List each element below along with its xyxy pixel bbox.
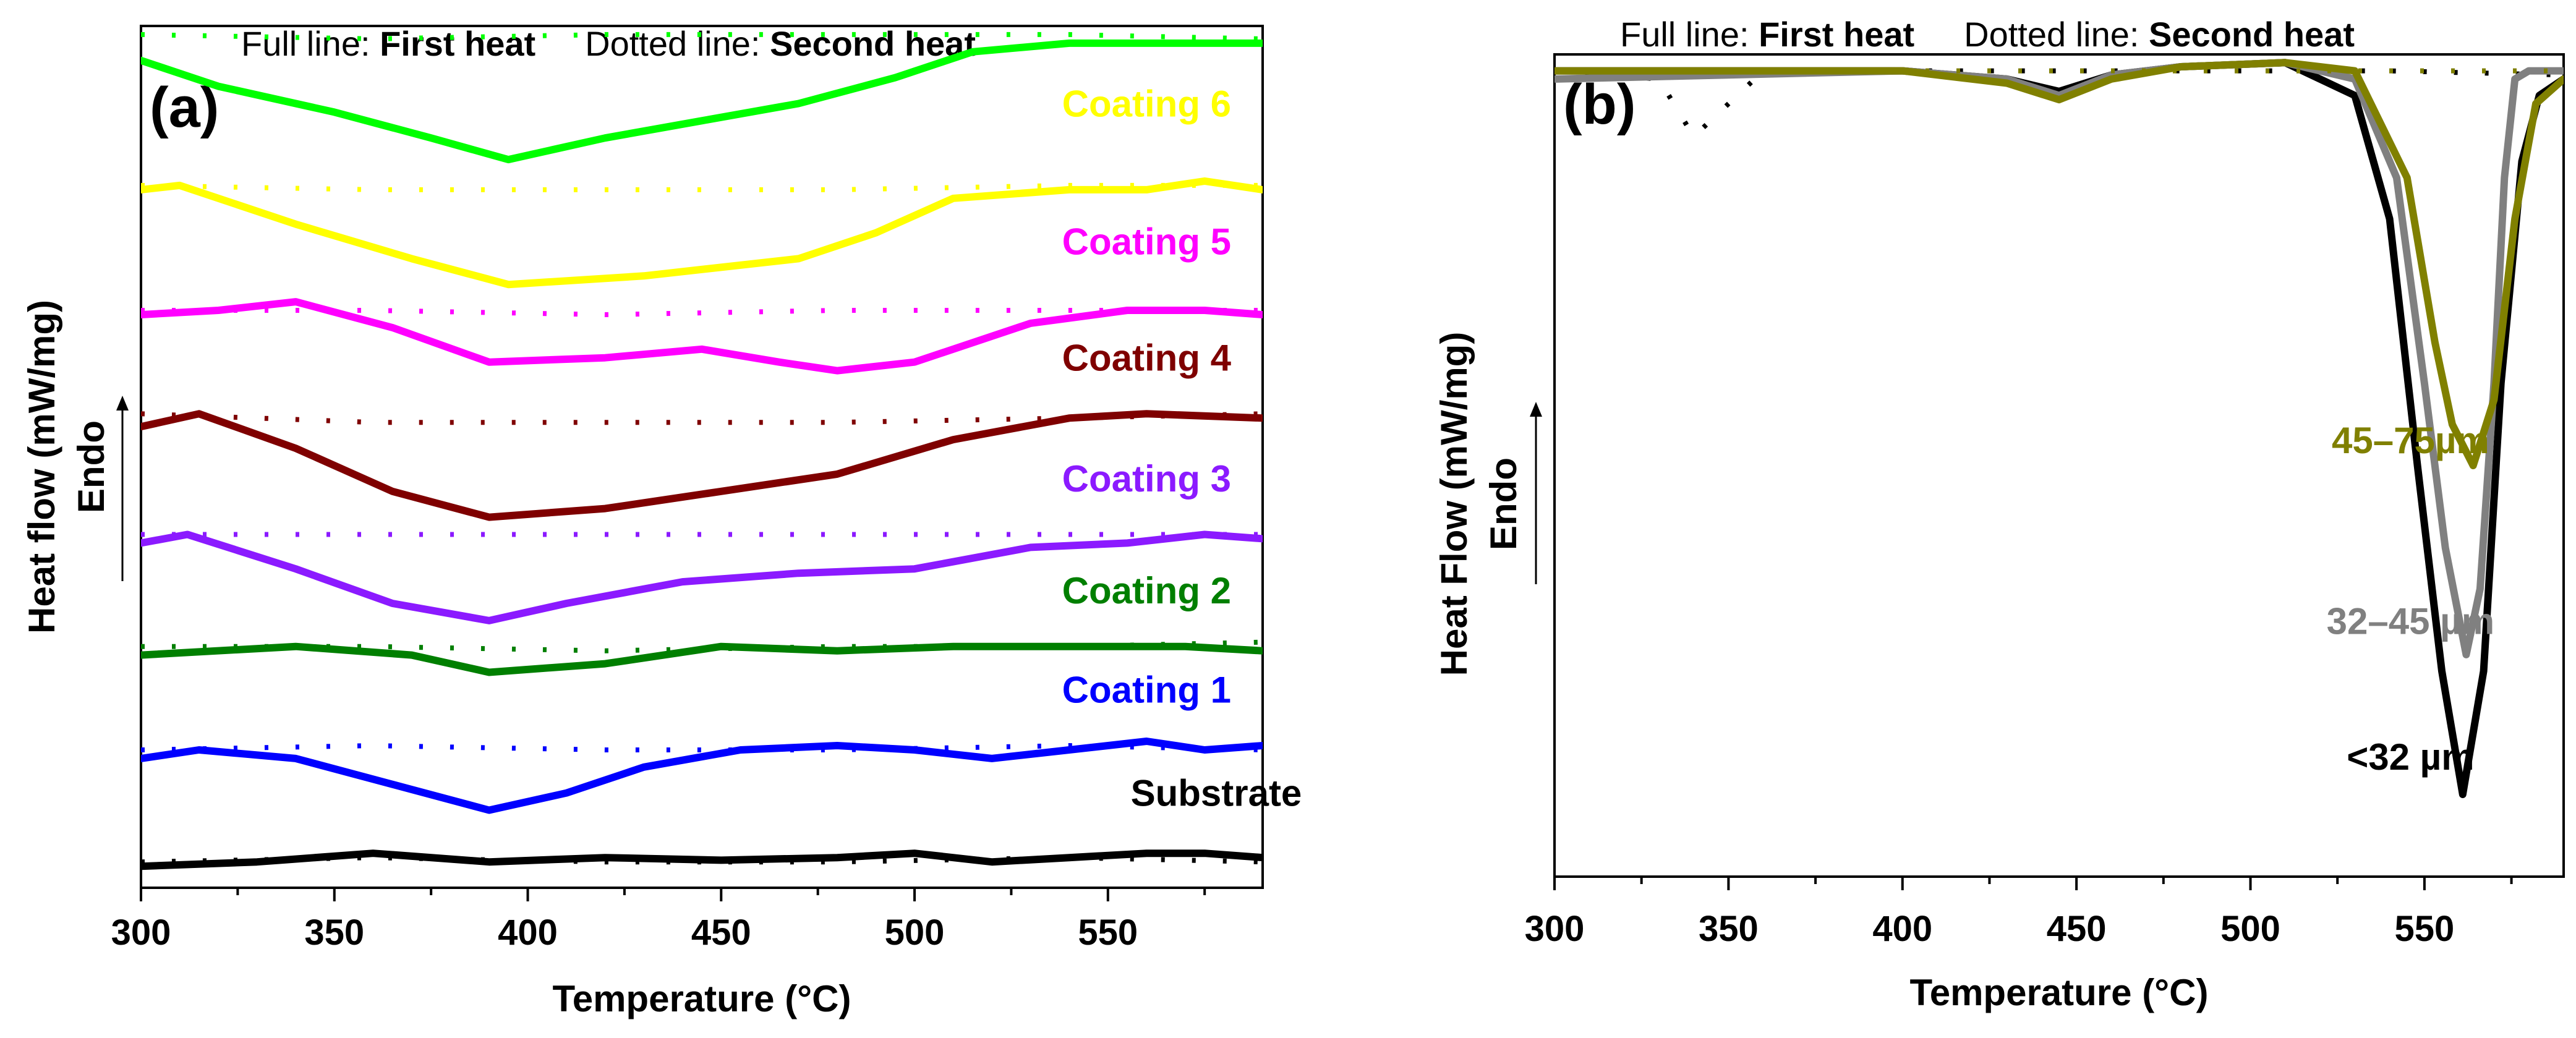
plot-frame — [1553, 53, 2565, 878]
series-first-heat-line — [141, 177, 1263, 289]
header-a: Full line: First heat Dotted line: Second… — [241, 24, 976, 63]
endo-arrow-head — [116, 396, 129, 411]
header-a-bold2: Second heat — [770, 24, 976, 63]
x-tick-label: 450 — [2047, 909, 2107, 949]
header-a-bold1: First heat — [380, 24, 535, 63]
x-tick-label: 300 — [111, 913, 171, 953]
series-first-heat-line — [1555, 59, 2564, 469]
series-second-heat-line — [1555, 68, 2564, 141]
x-tick-label: 550 — [2395, 909, 2455, 949]
header-b-bold1: First heat — [1759, 15, 1914, 54]
series-second-heat-line — [141, 182, 1263, 192]
series-first-heat-line — [141, 738, 1263, 814]
header-a-part1: Full line: — [241, 24, 380, 63]
header-a-part2: Dotted line: — [585, 24, 770, 63]
x-tick-label: 500 — [885, 913, 945, 953]
series-label: 32–45 µm — [2327, 601, 2494, 642]
x-axis-title: Temperature (°C) — [1910, 972, 2209, 1013]
series-second-heat-line — [141, 32, 1263, 41]
series-first-heat-line — [141, 530, 1263, 624]
x-tick-label: 450 — [691, 913, 751, 953]
header-b-bold2: Second heat — [2149, 15, 2355, 54]
series-first-heat-line — [141, 298, 1263, 375]
x-tick-label: 300 — [1525, 909, 1585, 949]
header-b-part2: Dotted line: — [1964, 15, 2149, 54]
series-label: Coating 5 — [1062, 221, 1231, 262]
x-tick-label: 500 — [2220, 909, 2280, 949]
series-label: Coating 3 — [1062, 458, 1231, 500]
series-first-heat-line — [141, 849, 1263, 870]
series-label: Coating 6 — [1062, 83, 1231, 124]
series-label: Substrate — [1131, 773, 1302, 814]
x-tick-label: 350 — [304, 913, 364, 953]
header-b-part1: Full line: — [1620, 15, 1759, 54]
series-label: Coating 2 — [1062, 570, 1231, 611]
x-tick-label: 550 — [1078, 913, 1138, 953]
x-tick-label: 400 — [1872, 909, 1932, 949]
plot-frame — [140, 25, 1264, 889]
series-label: <32 µm — [2347, 736, 2474, 778]
series-first-heat-line — [141, 39, 1263, 164]
endo-label: Endo — [70, 420, 112, 513]
series-label: Coating 1 — [1062, 669, 1231, 710]
endo-arrow-head — [1530, 402, 1542, 417]
series-label: 45–75µm — [2332, 420, 2489, 461]
x-axis-title: Temperature (°C) — [553, 978, 851, 1019]
series-first-heat-line — [141, 642, 1263, 676]
y-axis-title: Heat Flow (mW/mg) — [1433, 332, 1475, 676]
series-label: Coating 4 — [1062, 338, 1232, 379]
y-axis-title: Heat flow (mW/mg) — [21, 300, 62, 634]
x-tick-label: 350 — [1699, 909, 1759, 949]
series-first-heat-line — [1555, 59, 2564, 658]
series-first-heat-line — [141, 410, 1263, 521]
panel-b: 300 350 400 450 500 550 Temperature (°C) Heat F… — [1433, 53, 2565, 1013]
header-b: Full line: First heat Dotted line: Second… — [1620, 15, 2355, 54]
panel-label: (b) — [1563, 73, 1636, 136]
x-tick-label: 400 — [498, 913, 558, 953]
endo-label: Endo — [1483, 457, 1524, 550]
panel-a: 300 350 400 450 500 550 Temperature (°C) Heat f… — [21, 25, 1302, 1019]
